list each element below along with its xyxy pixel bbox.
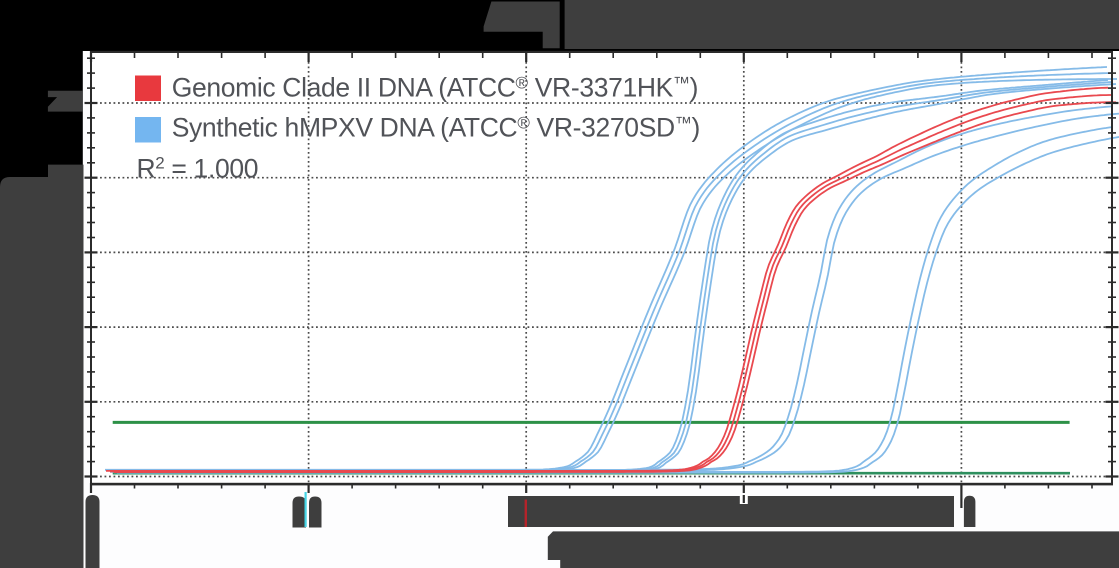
svg-text:R2 = 1.000: R2 = 1.000 [137, 154, 259, 184]
svg-text:Synthetic hMPXV DNA (ATCC® VR-: Synthetic hMPXV DNA (ATCC® VR-3270SD™) [172, 112, 700, 142]
svg-text:Genomic Clade II DNA (ATCC® VR: Genomic Clade II DNA (ATCC® VR-3371HK™) [172, 72, 698, 102]
